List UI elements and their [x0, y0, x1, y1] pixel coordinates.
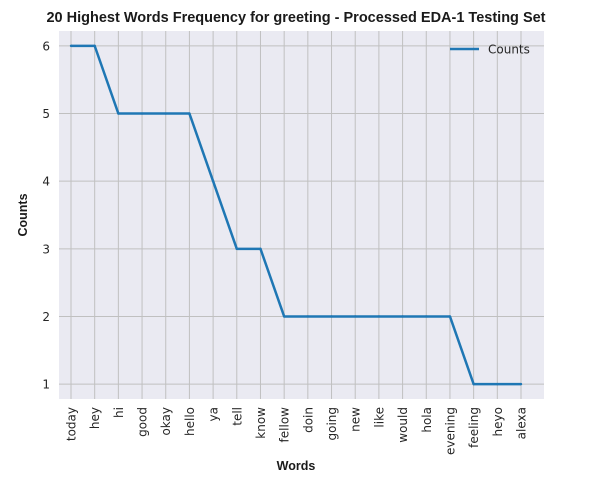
- x-tick-label: heyo: [491, 407, 505, 436]
- data-point-today: [69, 44, 73, 48]
- x-tick-label: okay: [159, 407, 173, 436]
- x-tick-label: ya: [207, 407, 221, 421]
- data-point-ya: [211, 179, 215, 183]
- data-point-hello: [188, 112, 191, 115]
- data-point-hey: [93, 44, 96, 48]
- y-tick-label: 5: [42, 107, 50, 121]
- data-point-alexa: [519, 382, 523, 386]
- y-tick-label: 1: [42, 378, 50, 392]
- data-point-heyo: [496, 382, 499, 386]
- data-point-okay: [164, 112, 167, 115]
- x-tick-label: alexa: [515, 407, 529, 439]
- y-axis-label: Counts: [16, 193, 30, 236]
- y-tick-label: 4: [42, 175, 50, 189]
- data-point-evening: [448, 315, 452, 318]
- x-tick-label: hi: [112, 407, 126, 418]
- x-tick-label: hello: [183, 407, 197, 436]
- x-tick-label: hey: [88, 407, 102, 429]
- data-point-going: [330, 315, 333, 318]
- series-line-counts: [71, 44, 521, 386]
- data-point-feeling: [472, 382, 475, 386]
- x-tick-label: new: [349, 407, 363, 432]
- data-point-like: [377, 315, 381, 318]
- legend: Counts: [450, 43, 530, 57]
- chart-title: 20 Highest Words Frequency for greeting …: [46, 10, 545, 26]
- x-tick-label: hola: [420, 407, 434, 433]
- series-group: [69, 44, 523, 386]
- x-tick-label: feeling: [467, 407, 481, 448]
- plot-area: [59, 31, 544, 399]
- x-tick-label: doin: [301, 407, 315, 433]
- data-point-doin: [306, 315, 310, 318]
- x-tick-label: tell: [230, 407, 244, 426]
- grid-lines: [59, 31, 544, 399]
- data-point-know: [259, 247, 262, 251]
- y-tick-label: 3: [42, 242, 50, 256]
- y-axis-ticks: 1 2 3 4 5 6: [42, 39, 50, 391]
- x-axis-label: Words: [277, 459, 316, 473]
- legend-label-counts: Counts: [488, 43, 530, 57]
- x-tick-label: going: [325, 407, 339, 441]
- data-point-new: [354, 315, 357, 318]
- x-tick-label: good: [136, 407, 150, 437]
- data-point-good: [140, 112, 144, 115]
- x-tick-label: fellow: [278, 407, 292, 443]
- x-tick-label: like: [372, 407, 386, 428]
- x-tick-label: evening: [443, 407, 457, 455]
- data-point-fellow: [282, 315, 286, 318]
- x-tick-label: today: [65, 407, 79, 441]
- data-point-hola: [425, 315, 428, 318]
- y-tick-label: 2: [42, 310, 50, 324]
- data-point-would: [401, 315, 404, 318]
- y-tick-label: 6: [42, 39, 50, 53]
- data-point-tell: [235, 247, 238, 251]
- x-axis-ticks: today hey hi good okay hello ya tell know fellow d…: [65, 407, 529, 455]
- x-tick-label: know: [254, 407, 268, 439]
- x-tick-label: would: [396, 407, 410, 443]
- data-point-hi: [117, 112, 120, 115]
